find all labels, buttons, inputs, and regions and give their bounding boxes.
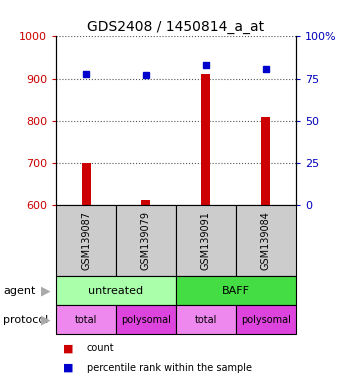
Bar: [201, 74, 210, 205]
Bar: [236, 305, 296, 334]
Text: ▶: ▶: [41, 313, 51, 326]
Text: GSM139079: GSM139079: [141, 212, 151, 270]
Text: total: total: [195, 314, 217, 325]
Bar: [141, 200, 151, 205]
Bar: [261, 117, 270, 205]
Bar: [236, 205, 296, 276]
Title: GDS2408 / 1450814_a_at: GDS2408 / 1450814_a_at: [87, 20, 265, 34]
Bar: [56, 205, 116, 276]
Text: polysomal: polysomal: [121, 314, 171, 325]
Bar: [56, 276, 176, 305]
Text: ■: ■: [63, 343, 73, 353]
Bar: [56, 305, 116, 334]
Text: GSM139084: GSM139084: [261, 212, 271, 270]
Text: GSM139091: GSM139091: [201, 212, 211, 270]
Bar: [82, 163, 90, 205]
Text: ■: ■: [63, 363, 73, 373]
Text: protocol: protocol: [3, 314, 49, 325]
Bar: [176, 205, 236, 276]
Text: count: count: [87, 343, 114, 353]
Bar: [116, 305, 176, 334]
Text: agent: agent: [3, 286, 36, 296]
Bar: [176, 276, 296, 305]
Text: polysomal: polysomal: [241, 314, 291, 325]
Text: GSM139087: GSM139087: [81, 212, 91, 270]
Text: BAFF: BAFF: [222, 286, 250, 296]
Text: total: total: [75, 314, 97, 325]
Text: untreated: untreated: [88, 286, 143, 296]
Text: ▶: ▶: [41, 285, 51, 297]
Bar: [116, 205, 176, 276]
Text: percentile rank within the sample: percentile rank within the sample: [87, 363, 252, 373]
Bar: [176, 305, 236, 334]
